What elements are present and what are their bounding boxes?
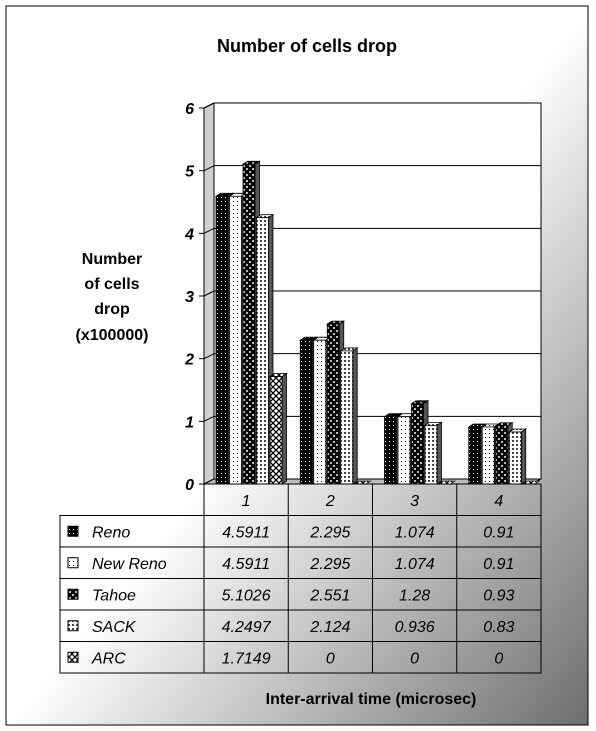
bar-face [215, 195, 229, 485]
table-cell: 0.93 [483, 587, 514, 604]
table-cell: 2.295 [309, 556, 350, 573]
bar-side [520, 428, 527, 485]
gridline [203, 353, 215, 360]
y-tick-label: 6 [185, 101, 194, 118]
x-category-label: 2 [325, 493, 335, 510]
legend-swatch [67, 525, 79, 537]
legend-swatch [67, 588, 79, 600]
y-tick-label: 2 [184, 352, 194, 369]
x-axis-title: Inter-arrival time (microsec) [266, 691, 477, 708]
y-tick-label: 4 [184, 226, 194, 243]
table-cell: 4.5911 [222, 556, 270, 573]
bar-face [384, 416, 397, 485]
bar-face [424, 424, 438, 485]
y-axis: 0 1 2 3 4 5 6 [184, 101, 205, 494]
chart-title: Number of cells drop [217, 36, 397, 56]
table-cell: 0 [326, 650, 335, 667]
y-axis-title-line: drop [94, 301, 130, 318]
legend-swatch [67, 557, 79, 569]
y-axis-title-line: Number [82, 251, 142, 268]
bar-face [229, 195, 242, 485]
table-cell: 5.1026 [222, 587, 271, 604]
y-axis-title-line: of cells [84, 276, 139, 293]
bar-face [299, 339, 313, 485]
y-axis-title-line: (x100000) [76, 327, 149, 344]
bar-side [352, 347, 358, 485]
table-cell: 0.91 [483, 556, 514, 573]
table-cell: 1.074 [395, 556, 435, 573]
table-cell: 1.074 [395, 524, 435, 541]
bar-face [340, 350, 354, 485]
table-cell: 0.91 [483, 524, 514, 541]
table-cell: 0 [494, 650, 503, 667]
y-tick-label: 3 [185, 289, 194, 306]
bar [268, 372, 288, 485]
bar-face [256, 217, 269, 485]
gridline [203, 165, 215, 172]
bar-side [436, 421, 442, 485]
table-cell: 4.2497 [222, 619, 272, 636]
bar-face [397, 416, 411, 485]
bar-face [326, 323, 340, 485]
gridline [203, 290, 215, 297]
table-cell: 1.7149 [222, 650, 271, 667]
gridline [203, 227, 215, 234]
table-cell: 2.295 [309, 524, 350, 541]
bar-face [495, 425, 509, 485]
legend-entry: ARC [91, 650, 126, 667]
y-tick-label: 0 [185, 477, 194, 494]
legend-swatch [67, 620, 79, 632]
table-cell: 4.5911 [222, 524, 270, 541]
legend-entry: Tahoe [92, 587, 136, 604]
table-cell: 1.28 [399, 587, 430, 604]
bar-side [281, 372, 287, 485]
bar-face [269, 376, 283, 485]
bar-face [313, 339, 327, 485]
x-category-label: 3 [410, 493, 419, 510]
bar [339, 347, 359, 485]
legend-swatch [67, 651, 79, 663]
table-cell: 0.936 [395, 619, 435, 636]
bar-marks [214, 160, 541, 485]
x-category-label: 1 [242, 493, 251, 510]
bar-face [508, 431, 522, 485]
bar-face [481, 426, 495, 485]
y-axis-title: Number of cells drop (x100000) [76, 251, 149, 344]
x-category-label: 4 [494, 493, 503, 510]
table-cell: 2.551 [309, 587, 350, 604]
bar-face [411, 403, 424, 485]
legend-entry: Reno [92, 524, 130, 541]
gridline [203, 102, 215, 109]
y-tick-label: 5 [185, 164, 195, 181]
table-cell: 2.124 [309, 619, 350, 636]
legend-entry: New Reno [92, 556, 167, 573]
y-tick-label: 1 [185, 414, 194, 431]
bar [507, 428, 528, 485]
bar-face [468, 426, 482, 485]
legend-entry: SACK [92, 619, 137, 636]
bar-face [242, 163, 256, 485]
gridline [203, 415, 215, 422]
table-cell: 0 [410, 650, 419, 667]
data-table: 1 2 3 4 Reno 4.5911 2.295 1.074 0.91 New Reno 4.59… [59, 483, 542, 674]
table-cell: 0.83 [483, 619, 514, 636]
bar [423, 421, 443, 485]
